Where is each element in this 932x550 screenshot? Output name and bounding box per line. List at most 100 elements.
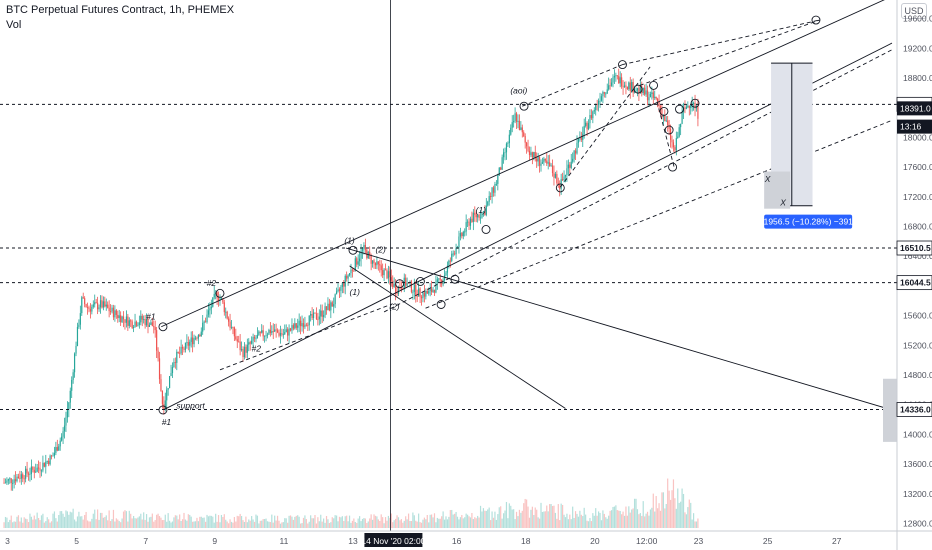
pivot-marker[interactable] [649, 80, 659, 90]
pivot-marker[interactable] [659, 106, 669, 116]
pivot-marker[interactable] [664, 125, 674, 135]
candle [333, 304, 335, 307]
descending-trendline[interactable] [345, 247, 893, 411]
volume-bar [551, 506, 554, 528]
candle [291, 325, 293, 331]
pivot-marker[interactable] [690, 98, 700, 108]
volume-bar [91, 518, 93, 528]
pivot-marker[interactable] [555, 183, 565, 193]
pivot-marker[interactable] [668, 162, 678, 172]
pivot-marker[interactable] [158, 322, 168, 332]
pivot-marker[interactable] [395, 279, 405, 289]
price-tick-label: 13600.0 [903, 459, 932, 469]
volume-bar [528, 517, 531, 528]
candle [101, 300, 103, 308]
volume-bar [9, 519, 11, 528]
candle [48, 460, 50, 465]
volume-bar [184, 519, 187, 528]
volume-bar [616, 510, 618, 528]
pivot-marker[interactable] [436, 300, 446, 309]
candle [549, 162, 551, 166]
candle [97, 302, 99, 310]
volume-bar [259, 520, 261, 528]
pivot-marker[interactable] [675, 104, 684, 114]
pivot-marker[interactable] [450, 274, 460, 284]
pivot-marker[interactable] [415, 277, 425, 286]
volume-bar [127, 521, 129, 528]
dashed-fan-line-2[interactable] [425, 119, 893, 309]
candle [484, 211, 486, 215]
volume-bar [33, 515, 35, 528]
volume-bar [363, 518, 365, 528]
candle [586, 122, 588, 130]
pivot-marker[interactable] [519, 101, 529, 111]
volume-bar [220, 514, 223, 528]
pivot-marker[interactable] [481, 225, 491, 234]
candle [265, 335, 267, 337]
volume-bar [294, 516, 296, 528]
volume-bar [478, 517, 480, 528]
volume-bar [687, 507, 689, 528]
volume-bar [400, 519, 402, 528]
candle [180, 346, 182, 354]
candle [107, 304, 109, 308]
candle [505, 143, 508, 153]
candle [230, 327, 233, 328]
volume-bar [661, 492, 663, 528]
candle [12, 482, 14, 484]
volume-bar [105, 515, 107, 528]
channel-upper-line[interactable] [161, 0, 892, 328]
x-zone-box[interactable] [764, 171, 791, 209]
candle [495, 183, 497, 185]
dashed-support-line[interactable] [219, 303, 393, 371]
candle [340, 286, 342, 291]
pivot-marker[interactable] [811, 15, 821, 25]
volume-bar [282, 522, 284, 528]
price-tick-label: 17600.0 [903, 162, 932, 172]
volume-bar [487, 509, 489, 528]
volume-bar [82, 519, 84, 528]
pivot-marker[interactable] [618, 60, 627, 70]
level-price-tag-label: 16044.5 [900, 278, 931, 288]
candle [271, 331, 273, 333]
pivot-marker[interactable] [215, 288, 225, 298]
channel-lower-line[interactable] [164, 42, 893, 410]
candle [334, 294, 336, 305]
pivot-marker[interactable] [633, 84, 643, 94]
volume-bar [275, 520, 277, 528]
candle [288, 328, 290, 336]
candle [6, 480, 8, 483]
currency-button[interactable]: USD [901, 3, 927, 19]
dashed-drop-line[interactable] [656, 101, 675, 168]
candle [36, 467, 38, 472]
volume-bar [266, 521, 269, 528]
measure-badge-label: −1956.5 (−10.28%) −3913 [759, 217, 858, 227]
candle [521, 127, 523, 133]
candle [284, 332, 286, 335]
volume-bar [505, 501, 508, 528]
volume-indicator-label: Vol [6, 19, 22, 31]
volume-bar [207, 516, 210, 528]
candle [37, 467, 40, 469]
candle [426, 290, 428, 294]
volume-bar [140, 513, 142, 528]
candle [465, 222, 467, 232]
pivot-marker[interactable] [348, 245, 358, 255]
volume-bar [94, 509, 96, 528]
volume-bar [249, 520, 251, 528]
volume-bar [390, 513, 392, 528]
volume-bar [285, 518, 287, 528]
candle [397, 286, 400, 294]
volume-bar [317, 517, 319, 528]
volume-bar [664, 508, 666, 528]
pivot-marker[interactable] [158, 405, 168, 415]
volume-bar [632, 508, 634, 528]
dashed-upper-line-2[interactable] [622, 19, 820, 66]
volume-bar [276, 515, 279, 528]
dashed-inner-line[interactable] [559, 66, 651, 188]
volume-bar [121, 518, 123, 528]
dashed-inner-line-2[interactable] [639, 19, 820, 86]
descending-trendline-2[interactable] [349, 265, 566, 409]
candle [112, 307, 115, 318]
